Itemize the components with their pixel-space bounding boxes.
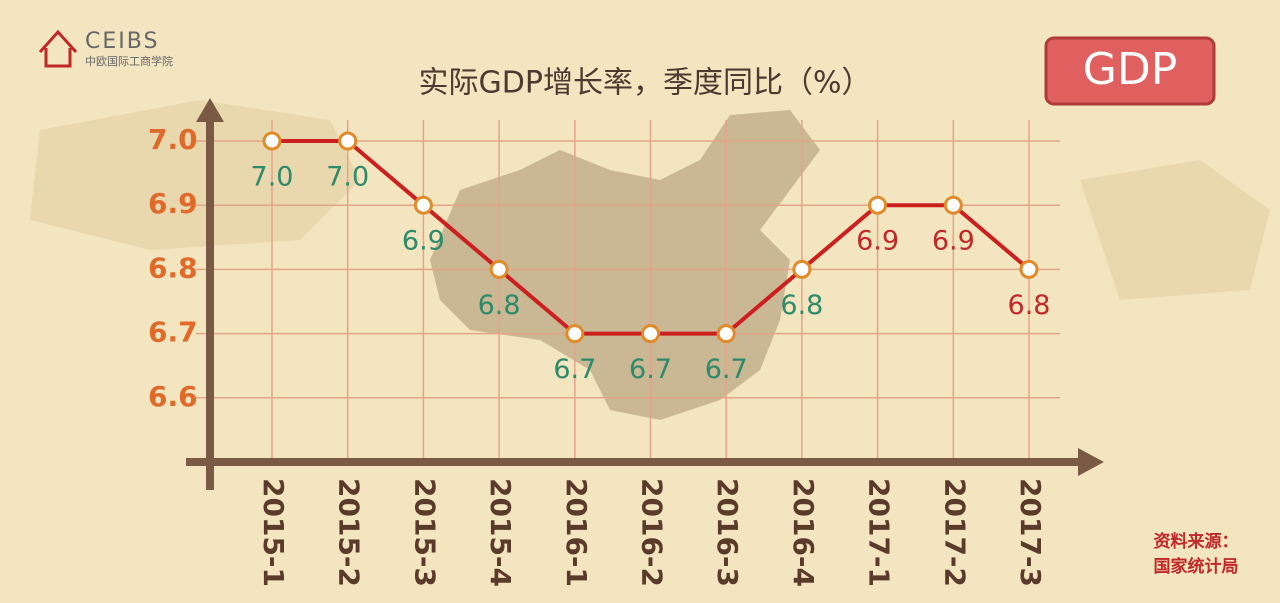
data-point [413, 195, 433, 215]
value-label: 6.7 [553, 354, 596, 385]
data-point [338, 131, 358, 151]
data-point [489, 259, 509, 279]
badge-box [1044, 36, 1216, 106]
data-point [943, 195, 963, 215]
data-point [792, 259, 812, 279]
logo: CEIBS 中欧国际工商学院 [38, 29, 173, 68]
world-map-background [30, 100, 1270, 300]
x-tick-label: 2015-1 [257, 478, 290, 587]
data-point [262, 131, 282, 151]
y-tick-label: 6.6 [148, 380, 198, 413]
data-point [716, 324, 736, 344]
badge: GDP [1083, 44, 1178, 95]
x-tick-label: 2017-3 [1014, 478, 1047, 587]
y-tick-label: 6.8 [148, 251, 198, 284]
x-tick-label: 2017-1 [863, 478, 896, 587]
logo-icon [38, 29, 78, 68]
data-point [868, 195, 888, 215]
value-label: 7.0 [326, 162, 369, 193]
chart-title: 实际GDP增长率，季度同比（%） [419, 66, 872, 101]
y-tick-label: 7.0 [148, 123, 198, 156]
x-tick-label: 2016-1 [560, 478, 593, 587]
x-tick-label: 2015-4 [484, 478, 517, 587]
value-label: 6.9 [856, 226, 899, 257]
value-label: 6.9 [932, 226, 975, 257]
x-tick-label: 2015-3 [408, 478, 441, 587]
y-tick-label: 6.7 [148, 316, 198, 349]
x-axis-arrow [1078, 448, 1104, 476]
data-point [641, 324, 660, 344]
data-point [1019, 259, 1039, 279]
plot: 6.6 6.7 6.8 6.9 7.0 2015-1 2015-2 2015-3 2015-4 2… [148, 98, 1104, 587]
value-label: 6.8 [478, 290, 521, 321]
value-label: 6.7 [705, 354, 748, 385]
logo-subtitle: 中欧国际工商学院 [85, 54, 173, 68]
x-tick-label: 2015-2 [333, 478, 366, 587]
value-label: 6.8 [780, 290, 823, 321]
data-point [565, 324, 585, 344]
value-label: 6.7 [629, 354, 672, 385]
china-map-background [430, 110, 820, 420]
x-tick-label: 2016-2 [636, 478, 669, 587]
y-axis-arrow [196, 98, 224, 122]
source-label: 资料来源： [1154, 531, 1239, 552]
x-tick-label: 2017-2 [938, 478, 971, 587]
value-label: 7.0 [251, 162, 294, 193]
x-tick-label: 2016-3 [711, 478, 744, 587]
x-tick-label: 2016-4 [787, 478, 820, 587]
y-tick-label: 6.9 [148, 187, 198, 220]
logo-name: CEIBS [85, 29, 159, 54]
source-text: 国家统计局 [1154, 556, 1239, 577]
value-label: 6.9 [402, 226, 445, 257]
value-label: 6.8 [1008, 290, 1051, 321]
